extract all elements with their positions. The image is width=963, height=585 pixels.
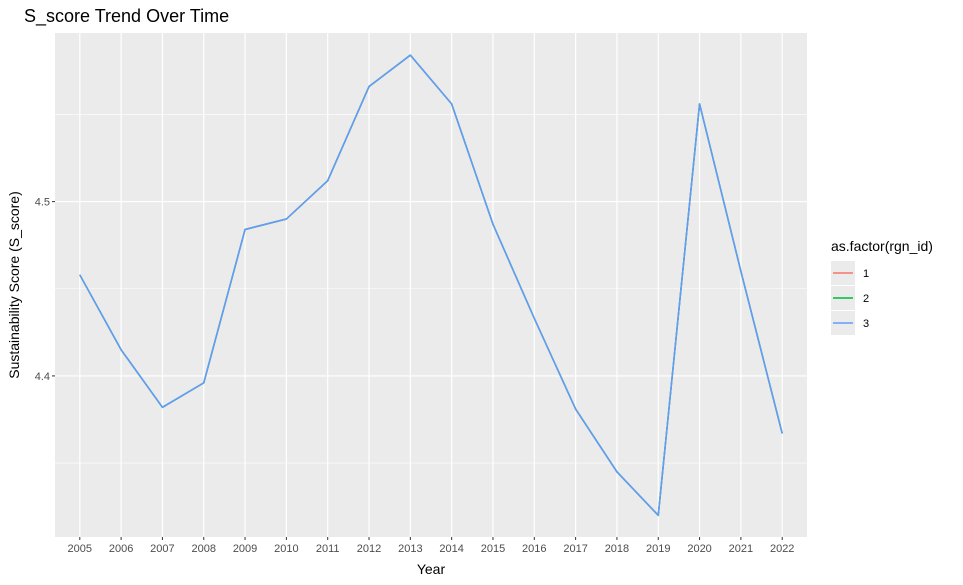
x-tick-label: 2008 <box>192 543 216 555</box>
major-gridlines <box>55 33 807 537</box>
legend-label: 3 <box>863 318 869 330</box>
x-tick-label: 2006 <box>109 543 133 555</box>
x-tick-label: 2021 <box>729 543 753 555</box>
x-tick-label: 2020 <box>687 543 711 555</box>
x-tick-label: 2012 <box>357 543 381 555</box>
legend: as.factor(rgn_id) 1 2 3 <box>831 238 933 335</box>
y-axis: 4.4 4.5 <box>35 197 55 383</box>
series-line-3 <box>79 54 783 517</box>
legend-title: as.factor(rgn_id) <box>831 238 933 254</box>
x-tick-label: 2009 <box>233 543 257 555</box>
plot-panel <box>55 33 807 537</box>
x-tick-label: 2017 <box>563 543 587 555</box>
x-axis-title: Year <box>417 561 446 577</box>
chart-title: S_score Trend Over Time <box>24 6 229 27</box>
x-axis: 2005 2006 2007 2008 2009 2010 2011 2012 2013 2014… <box>68 537 794 555</box>
x-tick-label: 2018 <box>605 543 629 555</box>
legend-label: 2 <box>863 293 869 305</box>
x-tick-label: 2015 <box>481 543 505 555</box>
y-tick-label: 4.4 <box>35 371 50 383</box>
legend-label: 1 <box>863 268 869 280</box>
x-tick-label: 2019 <box>646 543 670 555</box>
x-tick-label: 2010 <box>274 543 298 555</box>
x-tick-label: 2011 <box>316 543 340 555</box>
x-tick-label: 2007 <box>150 543 174 555</box>
y-tick-label: 4.5 <box>35 197 50 209</box>
x-tick-label: 2022 <box>770 543 794 555</box>
x-tick-label: 2005 <box>68 543 92 555</box>
series-lines <box>79 54 783 517</box>
x-tick-label: 2013 <box>398 543 422 555</box>
x-tick-label: 2016 <box>522 543 546 555</box>
y-axis-title: Sustainability Score (S_score) <box>6 191 22 379</box>
x-tick-label: 2014 <box>439 543 463 555</box>
legend-items: 1 2 3 <box>831 261 869 335</box>
